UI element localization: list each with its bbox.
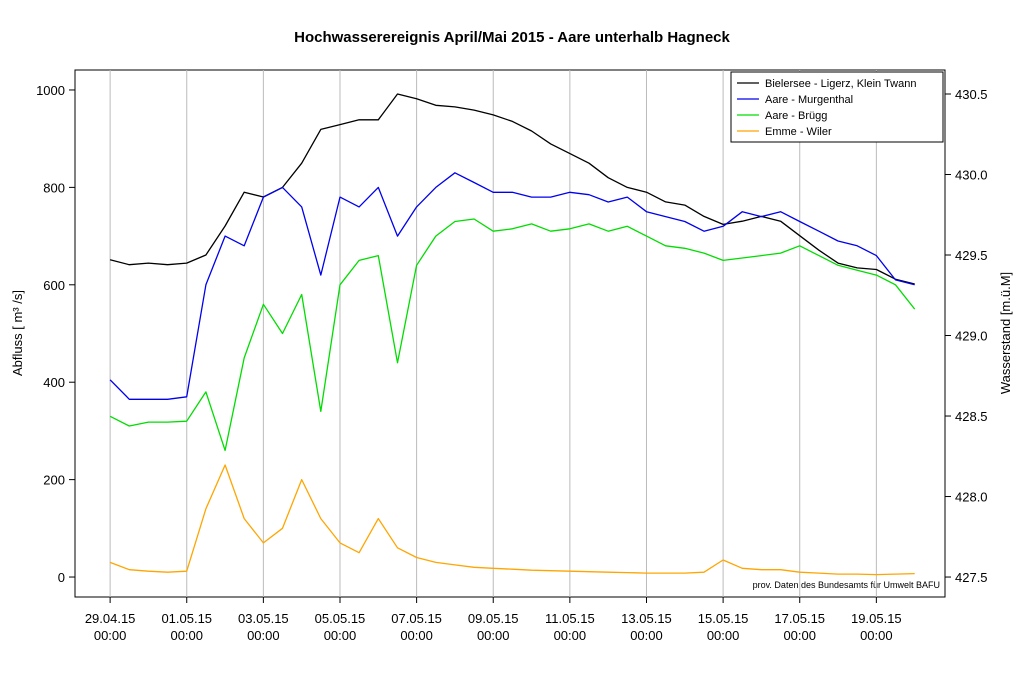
x-tick-label: 29.04.15 00:00 (85, 611, 136, 643)
chart-title: Hochwasserereignis April/Mai 2015 - Aare… (294, 29, 730, 46)
legend-box (730, 71, 944, 143)
y-tick-label: 200 (43, 473, 65, 488)
x-tick-label: 11.05.15 00:00 (545, 611, 595, 643)
x-tick-label: 15.05.15 00:00 (698, 611, 749, 643)
plot-frame (74, 69, 946, 598)
y-tick-label: 600 (43, 278, 65, 293)
legend-label: Emme - Wiler (765, 126, 832, 138)
series-line (109, 218, 916, 452)
y2-tick-label: 427.5 (955, 570, 988, 585)
x-tick-label: 19.05.15 00:00 (851, 611, 902, 643)
y2-tick-label: 429.5 (955, 248, 988, 263)
x-tick-label: 09.05.15 00:00 (468, 611, 519, 643)
y2-tick-label: 428.5 (955, 409, 988, 424)
legend-label: Aare - Brügg (765, 110, 827, 122)
x-tick-label: 07.05.15 00:00 (391, 611, 442, 643)
legend-label: Aare - Murgenthal (765, 94, 853, 106)
y2-tick-label: 429.0 (955, 329, 988, 344)
x-tick-label: 01.05.15 00:00 (161, 611, 212, 643)
y-tick-label: 400 (43, 375, 65, 390)
x-tick-label: 05.05.15 00:00 (315, 611, 366, 643)
series-line (109, 93, 915, 285)
legend-label: Bielersee - Ligerz, Klein Twann (765, 78, 916, 90)
series-line (109, 172, 915, 400)
y2-axis-label: Wasserstand [m.ü.M] (998, 272, 1013, 394)
y2-tick-label: 430.0 (955, 167, 988, 182)
x-tick-label: 03.05.15 00:00 (238, 611, 289, 643)
x-tick-label: 17.05.15 00:00 (774, 611, 825, 643)
x-tick-label: 13.05.15 00:00 (621, 611, 672, 643)
y2-tick-label: 430.5 (955, 87, 988, 102)
y-axis-label: Abfluss [ m³ /s] (10, 290, 25, 376)
y-tick-label: 1000 (36, 83, 65, 98)
y-tick-label: 0 (58, 570, 65, 585)
y2-tick-label: 428.0 (955, 490, 988, 505)
series-line (109, 464, 915, 576)
y-tick-label: 800 (43, 180, 65, 195)
annotation: prov. Daten des Bundesamts für Umwelt BA… (753, 580, 940, 590)
legend: Bielersee - Ligerz, Klein Twann Aare - Mu… (730, 71, 944, 143)
